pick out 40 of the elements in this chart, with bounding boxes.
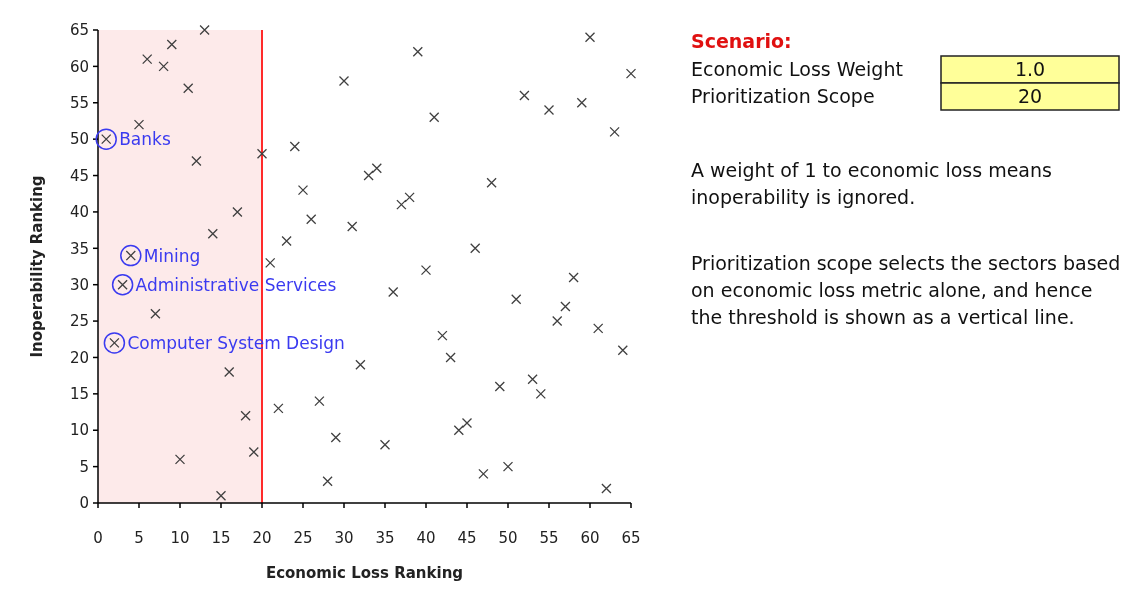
y-axis-title: Inoperability Ranking (28, 175, 46, 358)
y-tick-label: 50 (69, 130, 89, 149)
y-tick-label: 45 (69, 166, 89, 185)
x-tick-label: 40 (416, 529, 436, 547)
y-tick-label: 0 (79, 494, 89, 513)
y-tick-label: 25 (69, 312, 89, 331)
text: 1.0 (1014, 58, 1046, 81)
text: A weight of 1 to economic loss means inoperability is ignored. (691, 159, 1052, 208)
y-tick-label: 40 (69, 203, 89, 222)
y-tick-label: 65 (69, 21, 89, 40)
text: 20 (1017, 85, 1043, 108)
x-tick-label: 5 (134, 529, 144, 547)
annotation: Administrative Services (135, 274, 337, 295)
x-tick-label: 20 (252, 529, 272, 547)
y-tick-label: 10 (69, 421, 89, 440)
x-tick-label: 55 (539, 529, 559, 547)
y-tick-label: 60 (69, 57, 89, 76)
x-tick-label: 10 (170, 529, 190, 547)
y-tick-label: 20 (69, 348, 89, 367)
x-tick-label: 35 (375, 529, 395, 547)
y-tick-label: 5 (79, 457, 89, 476)
x-tick-label: 0 (93, 529, 103, 547)
x-tick-label: 15 (211, 529, 231, 547)
annotation: Banks (119, 129, 171, 150)
x-tick-label: 30 (334, 529, 354, 547)
x-tick-label: 25 (293, 529, 313, 547)
annotation: Mining (143, 245, 201, 266)
y-tick-label: 30 (69, 275, 89, 294)
text: Economic Loss Weight (691, 57, 903, 80)
x-axis-title: Economic Loss Ranking (265, 564, 464, 582)
text: Prioritization Scope (691, 84, 875, 107)
y-tick-label: 15 (69, 385, 89, 404)
y-tick-label: 35 (69, 239, 89, 258)
x-tick-label: 60 (580, 529, 600, 547)
text: Scenario: (691, 30, 792, 52)
text: Prioritization scope selects the sectors based on economic loss metric alone, and hence the threshold is shown as a vertical line. (691, 252, 1121, 328)
x-tick-label: 65 (621, 529, 641, 547)
y-tick-label: 55 (69, 94, 89, 113)
x-tick-label: 45 (457, 529, 477, 547)
x-tick-label: 50 (498, 529, 518, 547)
